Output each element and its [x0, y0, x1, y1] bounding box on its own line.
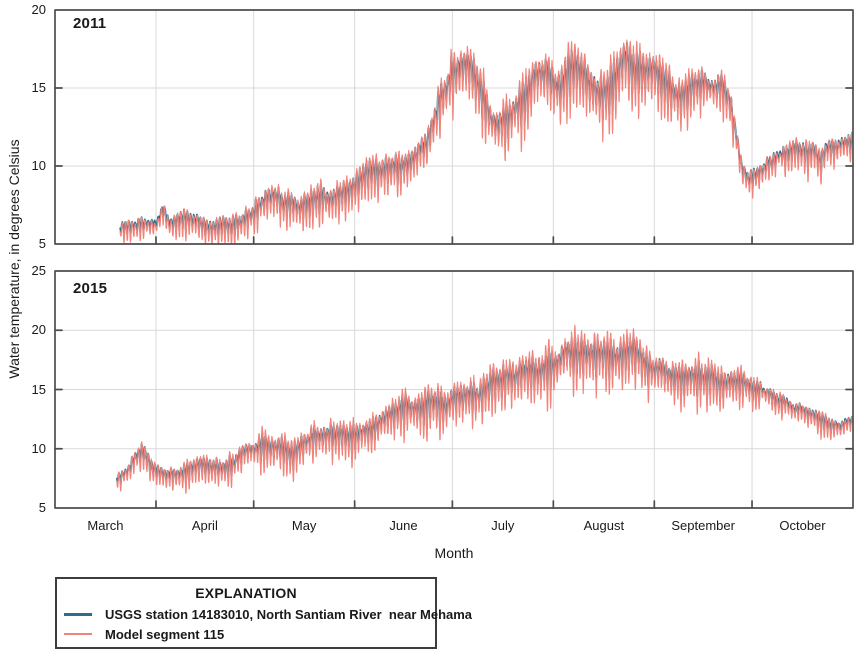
- x-tick-label-august: August: [583, 518, 625, 533]
- y-tick-label: 15: [31, 381, 46, 397]
- y-tick-label: 5: [38, 236, 46, 251]
- legend-title: EXPLANATION: [195, 585, 297, 601]
- usgs-line-swatch: [64, 612, 92, 616]
- legend-item-model: Model segment 115: [64, 626, 435, 642]
- y-tick-label: 15: [31, 80, 46, 95]
- legend-label-model: Model segment 115: [105, 626, 225, 642]
- model-line-swatch: [64, 633, 92, 635]
- legend-item-usgs: USGS station 14183010, North Santiam Riv…: [64, 607, 472, 622]
- legend-label-usgs: USGS station 14183010, North Santiam Riv…: [105, 606, 473, 622]
- legend-box: EXPLANATION USGS station 14183010, North…: [55, 577, 472, 649]
- y-tick-label: 20: [31, 2, 46, 17]
- y-tick-label: 10: [31, 440, 46, 456]
- x-tick-label-october: October: [779, 518, 826, 533]
- panel-2015-label: 2015: [73, 280, 108, 297]
- x-tick-label-july: July: [491, 518, 515, 533]
- y-tick-label: 20: [31, 322, 46, 338]
- x-tick-label-march: March: [87, 518, 124, 533]
- x-tick-label-september: September: [671, 518, 735, 533]
- y-tick-label: 10: [31, 158, 46, 173]
- x-tick-label-june: June: [389, 518, 418, 533]
- panel-2011-label: 2011: [73, 15, 107, 32]
- x-axis-title: Month: [434, 545, 474, 561]
- x-tick-label-may: May: [291, 518, 317, 533]
- x-tick-label-april: April: [191, 518, 218, 533]
- y-tick-label: 25: [31, 263, 46, 278]
- y-axis-label: Water temperature, in degrees Celsius: [6, 139, 22, 379]
- y-tick-label: 5: [38, 500, 46, 515]
